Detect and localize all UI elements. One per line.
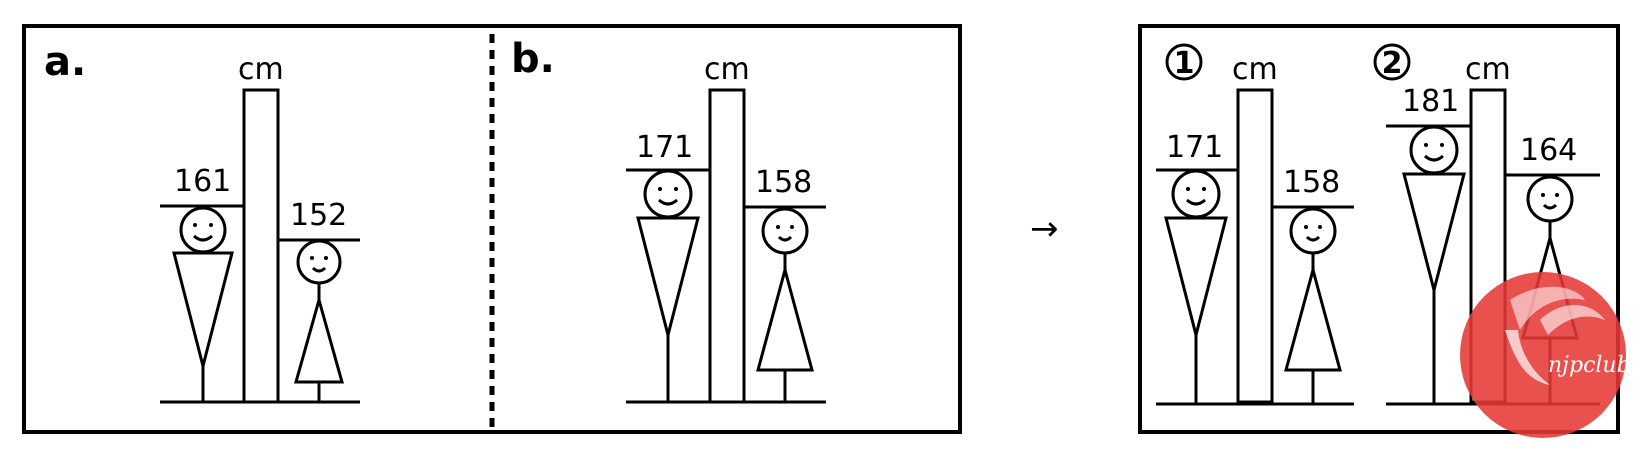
scene-2-marker: 2 [1382, 46, 1403, 81]
unit-label: cm [704, 52, 750, 87]
woman-figure [294, 239, 344, 402]
man-height-value: 161 [174, 164, 231, 199]
panel-a-label: a. [44, 39, 86, 85]
woman-figure [756, 207, 814, 402]
scene-1-marker-circle [1165, 43, 1203, 81]
panel-b: b. cm 171 158 [511, 36, 826, 404]
watermark-text: njpclub [1548, 353, 1631, 378]
panel-a: a. cm 161 152 [44, 39, 360, 404]
man-figure [1164, 169, 1228, 404]
man-figure [636, 169, 700, 402]
left-panel-frame [22, 24, 962, 434]
woman-height-value: 164 [1520, 133, 1577, 168]
scene-2-marker-circle [1373, 43, 1411, 81]
arrow-icon: → [1030, 209, 1059, 249]
panel-b-label: b. [511, 36, 555, 82]
woman-height-value: 158 [755, 165, 812, 200]
woman-figure [1284, 207, 1342, 404]
woman-height-value: 152 [290, 198, 347, 233]
scene-1-marker: 1 [1174, 46, 1195, 81]
scene-1: 1 cm 171 158 [1156, 43, 1354, 406]
man-height-value: 171 [636, 130, 693, 165]
unit-label: cm [1232, 52, 1278, 87]
height-ruler [1236, 88, 1274, 404]
result-panel-frame [1138, 24, 1620, 434]
height-ruler [242, 88, 280, 404]
unit-label: cm [1465, 52, 1511, 87]
woman-height-value: 158 [1283, 165, 1340, 200]
height-ruler [708, 88, 746, 404]
man-figure [1402, 125, 1466, 404]
man-figure [172, 206, 234, 402]
man-height-value: 181 [1402, 84, 1459, 119]
unit-label: cm [238, 52, 284, 87]
man-height-value: 171 [1166, 130, 1223, 165]
watermark-logo: njpclub [1460, 272, 1631, 438]
